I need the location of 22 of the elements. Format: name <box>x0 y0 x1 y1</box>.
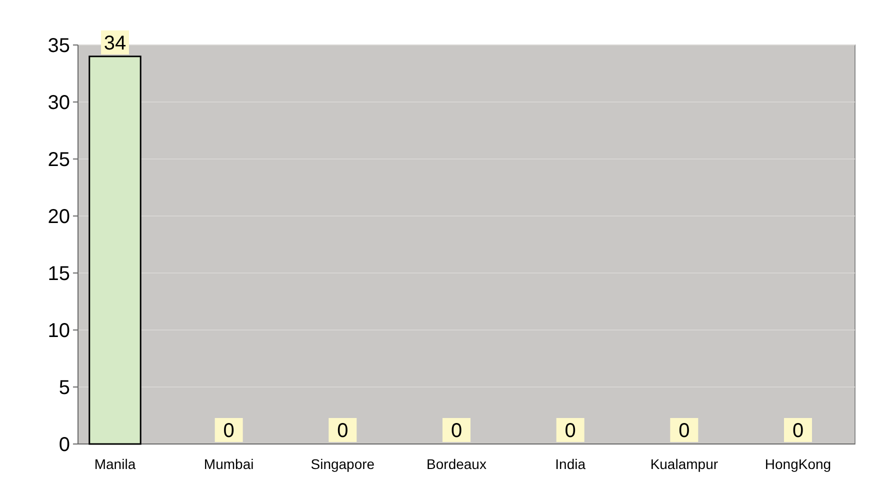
y-tick-label: 0 <box>58 434 70 456</box>
y-tick-label: 20 <box>48 206 70 228</box>
x-tick-label: HongKong <box>764 456 832 472</box>
y-tick-label: 30 <box>48 92 70 114</box>
y-tick-label: 35 <box>48 35 70 57</box>
data-label: 0 <box>564 420 576 442</box>
y-tick-label: 15 <box>48 263 70 285</box>
x-tick-label: Mumbai <box>204 456 254 472</box>
data-label: 0 <box>223 420 234 442</box>
data-label: 34 <box>104 32 126 54</box>
x-tick-label: Manila <box>94 456 136 472</box>
x-tick-label: Bordeaux <box>426 456 486 472</box>
y-tick-label: 10 <box>48 320 70 342</box>
data-label: 0 <box>792 420 804 442</box>
data-label: 0 <box>678 420 690 442</box>
y-tick-label: 5 <box>58 377 70 399</box>
data-label: 0 <box>337 420 348 442</box>
data-label: 0 <box>450 420 462 442</box>
x-tick-label: India <box>555 456 586 472</box>
y-tick-label: 25 <box>48 149 70 171</box>
x-tick-label: Kualampur <box>650 456 718 472</box>
x-tick-label: Singapore <box>310 456 375 472</box>
